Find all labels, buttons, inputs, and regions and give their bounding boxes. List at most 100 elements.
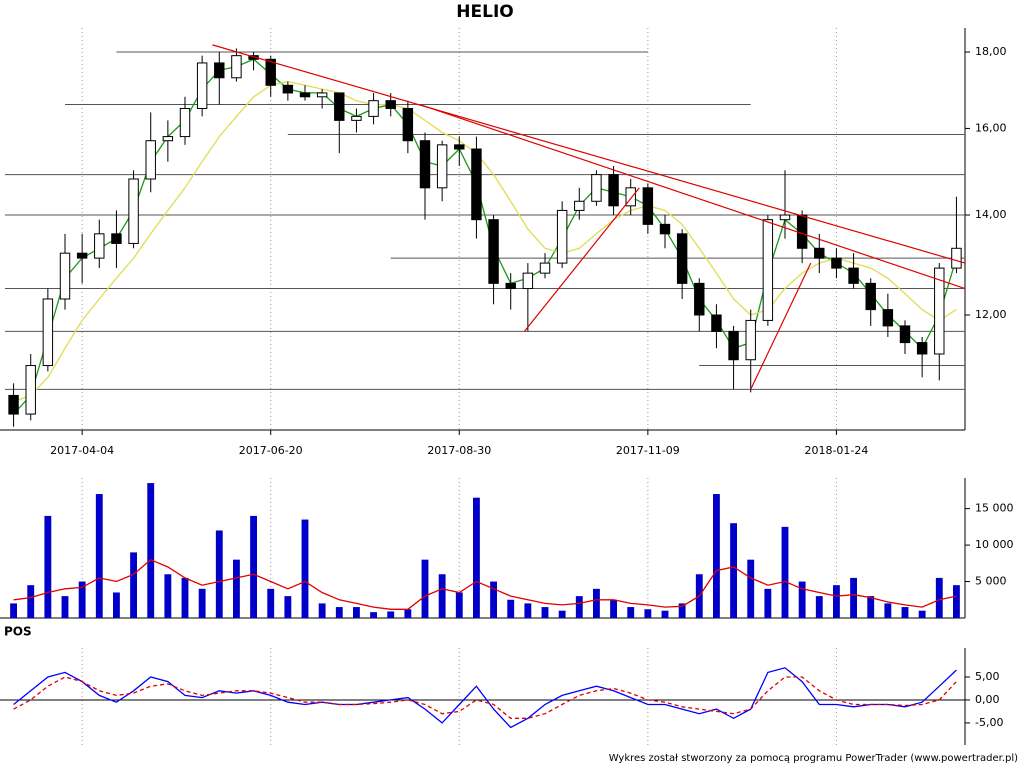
footer: Wykres został stworzony za pomocą progra… bbox=[609, 753, 1018, 764]
candle-body bbox=[882, 309, 894, 327]
volume-bar bbox=[404, 609, 412, 618]
x-tick-label: 2017-04-04 bbox=[50, 444, 114, 457]
candle-body bbox=[76, 252, 88, 259]
candle-body bbox=[8, 394, 19, 415]
volume-bar bbox=[490, 581, 497, 618]
moving-average bbox=[13, 80, 957, 403]
volume-bar bbox=[507, 599, 515, 618]
volume-bar bbox=[644, 609, 652, 618]
volume-bar bbox=[27, 585, 35, 618]
y-tick-label: 0,00 bbox=[975, 693, 1000, 706]
volume-bar bbox=[284, 596, 292, 618]
volume-bar bbox=[147, 483, 155, 618]
volume-bar bbox=[113, 592, 120, 618]
y-tick-label: 5 000 bbox=[975, 575, 1007, 588]
candle-body bbox=[454, 144, 465, 150]
trend-line bbox=[750, 262, 812, 390]
candle-body bbox=[231, 55, 242, 79]
trend-line bbox=[212, 44, 966, 264]
volume-bar bbox=[78, 581, 86, 618]
candle-body bbox=[625, 187, 636, 207]
chart-title: HELIO bbox=[456, 2, 513, 22]
candle-body bbox=[796, 214, 808, 249]
volume-bar bbox=[524, 603, 532, 618]
volume-bar bbox=[833, 585, 840, 618]
volume-bar bbox=[935, 577, 943, 618]
volume-bar bbox=[387, 611, 395, 618]
candle-body bbox=[848, 267, 859, 284]
candle-body bbox=[265, 58, 276, 86]
volume-bar bbox=[747, 559, 755, 618]
candle-body bbox=[402, 107, 414, 142]
volume-bar bbox=[610, 599, 617, 618]
volume-bar bbox=[730, 523, 737, 618]
candle-body bbox=[42, 298, 54, 367]
candle-body bbox=[196, 62, 208, 109]
volume-bar bbox=[678, 603, 686, 618]
candle-body bbox=[899, 325, 911, 344]
indicator-line bbox=[13, 667, 957, 729]
candle-body bbox=[59, 252, 71, 300]
volume-bar bbox=[798, 581, 806, 618]
candle-body bbox=[351, 115, 362, 121]
volume-bar bbox=[233, 559, 240, 618]
volume-bar bbox=[301, 519, 309, 618]
volume-bar bbox=[318, 603, 326, 618]
volume-bar bbox=[421, 559, 429, 618]
candle-body bbox=[522, 272, 534, 290]
y-tick-label: 10 000 bbox=[975, 538, 1014, 551]
volume-bar bbox=[61, 596, 69, 618]
candle-body bbox=[111, 233, 122, 244]
volume-bar bbox=[781, 526, 789, 618]
candle-body bbox=[659, 223, 671, 235]
trend-line bbox=[419, 103, 966, 290]
candle-body bbox=[488, 219, 499, 284]
candle-body bbox=[471, 148, 482, 221]
x-tick-label: 2018-01-24 bbox=[804, 444, 868, 457]
indicator-line bbox=[13, 676, 957, 719]
volume-bar bbox=[661, 610, 669, 618]
volume-bar bbox=[815, 596, 823, 618]
volume-bar bbox=[335, 607, 343, 618]
volume-bar bbox=[198, 588, 206, 618]
volume-bar bbox=[215, 530, 223, 618]
candle-body bbox=[745, 319, 756, 361]
volume-bar bbox=[558, 610, 566, 618]
volume-bar bbox=[850, 577, 857, 618]
candle-body bbox=[556, 209, 568, 264]
candle-body bbox=[814, 247, 825, 259]
candle-body bbox=[865, 282, 876, 311]
volume-bar bbox=[575, 596, 583, 618]
candle-body bbox=[162, 136, 174, 142]
volume-bar bbox=[764, 588, 772, 618]
y-tick-label: 15 000 bbox=[975, 502, 1014, 515]
candle-body bbox=[916, 342, 928, 355]
candle-body bbox=[419, 140, 431, 189]
volume-bar bbox=[455, 592, 463, 618]
volume-bar bbox=[10, 603, 17, 618]
candle-body bbox=[214, 62, 225, 79]
volume-bar bbox=[884, 603, 892, 618]
volume-average bbox=[13, 558, 957, 610]
volume-bar bbox=[353, 607, 360, 618]
candle-body bbox=[385, 100, 396, 109]
candle-body bbox=[299, 92, 311, 98]
candle-body bbox=[25, 365, 36, 415]
candle-body bbox=[728, 330, 739, 361]
candle-body bbox=[694, 282, 705, 316]
volume-bar bbox=[95, 494, 103, 618]
volume-bar bbox=[901, 607, 909, 618]
trend-line bbox=[523, 187, 640, 332]
candle-body bbox=[934, 267, 945, 355]
candle-body bbox=[94, 233, 105, 259]
candle-body bbox=[248, 55, 259, 60]
volume-bar bbox=[370, 612, 377, 618]
x-tick-label: 2017-08-30 bbox=[427, 444, 491, 457]
volume-bar bbox=[918, 610, 926, 618]
volume-bar bbox=[593, 588, 600, 618]
volume-bar bbox=[130, 552, 137, 618]
volume-bar bbox=[438, 574, 446, 618]
candle-body bbox=[505, 282, 516, 290]
candle-body bbox=[642, 187, 654, 225]
